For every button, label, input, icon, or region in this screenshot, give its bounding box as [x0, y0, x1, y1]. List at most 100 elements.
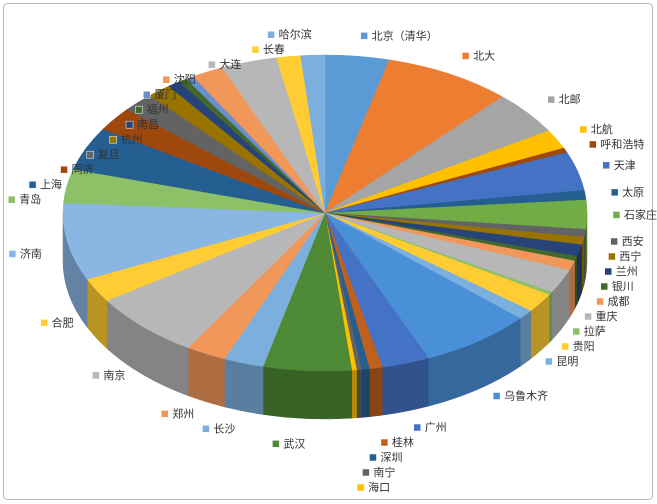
- slice-label: 济南: [20, 246, 42, 260]
- label-marker: [413, 423, 421, 432]
- slice-label: 哈尔滨: [279, 27, 312, 41]
- slice-label: 南宁: [373, 465, 395, 479]
- slice-side: [369, 366, 383, 417]
- slice-label: 西宁: [619, 249, 641, 263]
- legend-label: 深圳: [369, 451, 402, 464]
- slice-label: 郑州: [172, 406, 194, 420]
- label-marker: [602, 161, 610, 170]
- label-marker: [143, 90, 151, 99]
- label-marker: [608, 252, 616, 261]
- label-marker: [272, 440, 280, 448]
- label-marker: [356, 483, 365, 492]
- legend-label: 石家庄: [612, 207, 657, 221]
- legend-label: 南宁: [362, 465, 395, 479]
- slice-label: 乌鲁木齐: [504, 388, 548, 402]
- label-marker: [28, 180, 37, 189]
- legend-label: 济南: [8, 246, 42, 260]
- slice-side: [262, 366, 353, 420]
- slice-label: 青岛: [19, 192, 41, 206]
- slice-label: 大连: [219, 57, 241, 71]
- slice: [324, 212, 521, 359]
- slice-side: [581, 237, 585, 293]
- label-marker: [610, 237, 618, 246]
- slice-label: 北邮: [559, 93, 581, 106]
- legend-label: 银川: [600, 279, 634, 293]
- slice-label: 桂林: [392, 435, 414, 449]
- slice-side: [351, 369, 357, 419]
- slice: [106, 212, 326, 349]
- label-marker: [547, 95, 555, 104]
- label-marker: [40, 319, 48, 327]
- label-marker: [492, 392, 501, 400]
- slice: [62, 202, 326, 280]
- label-marker: [8, 250, 17, 258]
- slice-label: 南昌: [137, 118, 159, 131]
- legend-label: 成都: [596, 295, 630, 308]
- slice-label: 同济: [72, 162, 94, 176]
- slice-side: [548, 291, 552, 344]
- legend-label: 桂林: [380, 435, 414, 449]
- legend-label: 杭州: [109, 132, 143, 146]
- slice-label: 石家庄: [624, 207, 657, 221]
- legend-label: 北大: [461, 48, 495, 62]
- label-marker: [135, 105, 143, 114]
- label-marker: [202, 425, 210, 433]
- slice-side: [381, 357, 429, 416]
- legend-label: 福州: [135, 102, 169, 116]
- legend-label: 太原: [610, 186, 644, 199]
- legend-label: 复旦: [86, 147, 120, 161]
- slice-side: [568, 260, 575, 320]
- slice-label: 呼和浩特: [600, 137, 644, 151]
- label-marker: [160, 410, 169, 418]
- label-marker: [369, 453, 377, 462]
- slice-label: 沈阳: [174, 72, 196, 86]
- slice-label: 南京: [103, 368, 125, 382]
- label-marker: [600, 282, 608, 291]
- slice-label: 上海: [40, 177, 62, 191]
- label-marker: [561, 342, 569, 351]
- legend-label: 贵阳: [561, 340, 595, 353]
- legend-label: 长春: [251, 43, 285, 56]
- label-marker: [267, 30, 275, 39]
- legend-label: 长沙: [202, 422, 235, 435]
- slice-label: 西安: [622, 234, 644, 248]
- label-marker: [109, 135, 117, 144]
- label-marker: [610, 188, 619, 197]
- slice: [324, 59, 503, 214]
- legend-label: 青岛: [8, 192, 41, 206]
- slice-side: [224, 358, 264, 415]
- slice-side: [583, 229, 586, 286]
- label-marker: [86, 150, 94, 159]
- label-marker: [92, 371, 100, 380]
- slice-label: 武汉: [283, 437, 305, 450]
- label-marker: [125, 120, 134, 129]
- slice-label: 成都: [608, 295, 630, 308]
- label-marker: [579, 125, 587, 134]
- slice-label: 重庆: [596, 309, 618, 323]
- slice-label: 杭州: [121, 132, 143, 146]
- legend-label: 北邮: [547, 93, 581, 106]
- slice-label: 厦门: [154, 87, 176, 101]
- legend-label: 南昌: [125, 118, 159, 131]
- legend-label: 上海: [28, 177, 62, 191]
- legend-label: 厦门: [143, 87, 176, 101]
- slice-side: [574, 256, 578, 310]
- legend-label: 乌鲁木齐: [492, 388, 548, 402]
- label-marker: [208, 60, 216, 69]
- slice-label: 长春: [263, 43, 285, 56]
- slice-label: 昆明: [556, 355, 578, 368]
- legend-label: 西安: [610, 234, 644, 248]
- slice-label: 北航: [591, 122, 613, 136]
- legend-label: 兰州: [604, 265, 638, 278]
- legend-label: 哈尔滨: [267, 27, 312, 41]
- label-marker: [60, 165, 68, 174]
- legend-label: 呼和浩特: [589, 137, 644, 151]
- slice-label: 广州: [425, 421, 447, 434]
- slice-label: 海口: [368, 480, 390, 494]
- legend-label: 北航: [579, 122, 613, 136]
- slice-label: 兰州: [616, 265, 638, 278]
- slice-side: [361, 368, 370, 418]
- legend-label: 北京（清华）: [360, 28, 438, 42]
- legend-label: 重庆: [584, 309, 618, 323]
- label-marker: [162, 75, 171, 84]
